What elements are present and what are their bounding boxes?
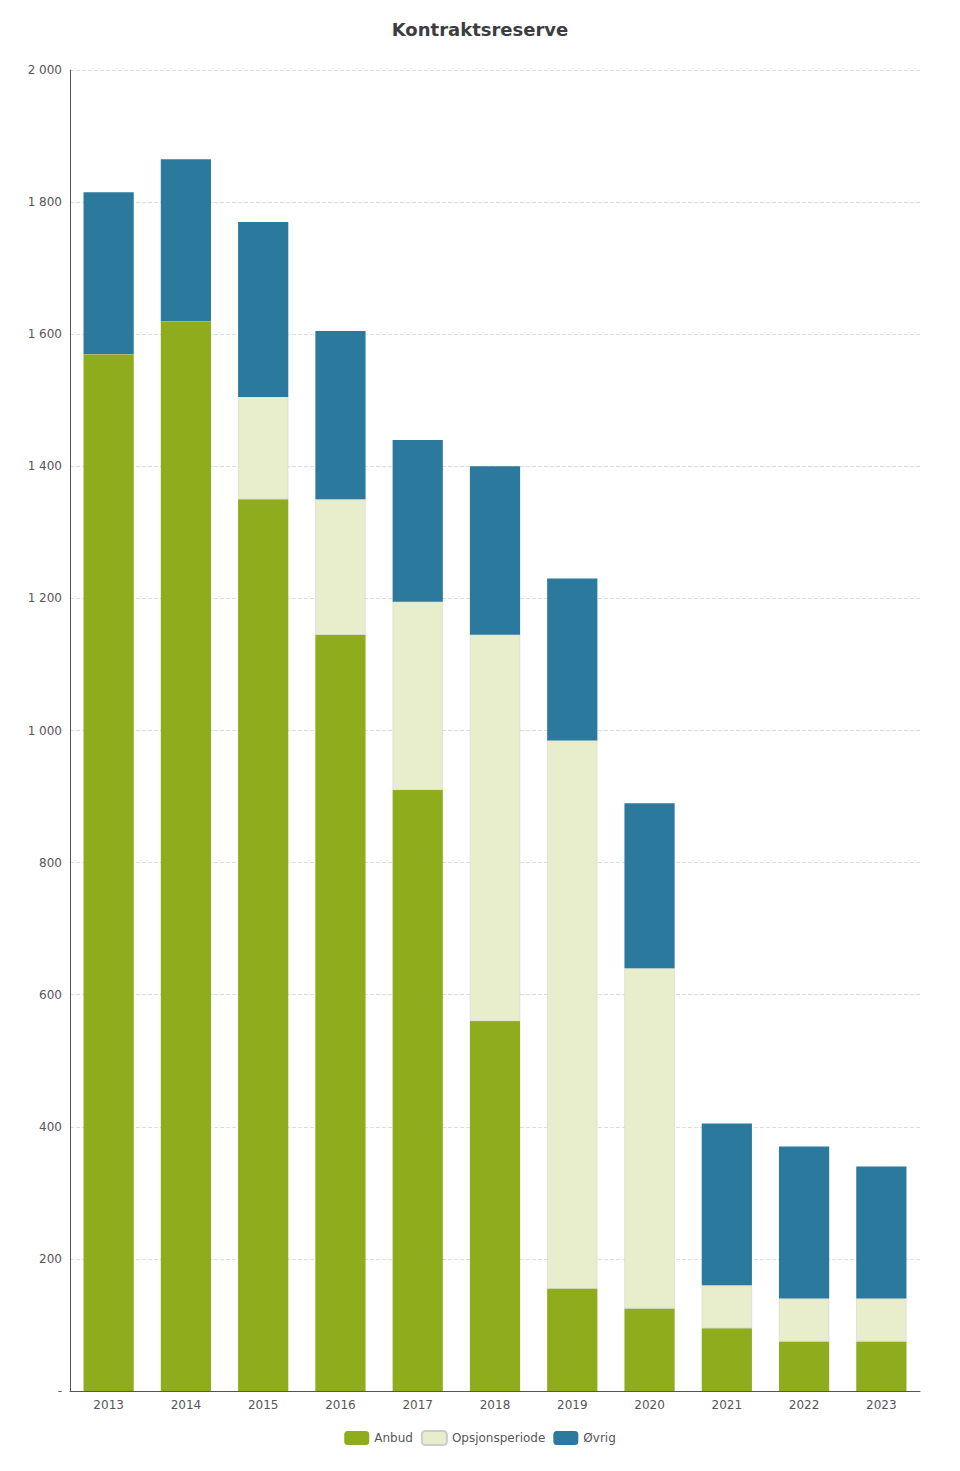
svg-text:2014: 2014 [171, 1398, 202, 1412]
svg-text:1 200: 1 200 [28, 591, 62, 605]
svg-text:2022: 2022 [789, 1398, 820, 1412]
svg-text:-: - [58, 1384, 62, 1398]
svg-text:2016: 2016 [325, 1398, 356, 1412]
svg-text:1 400: 1 400 [28, 459, 62, 473]
svg-text:600: 600 [39, 988, 62, 1002]
svg-text:2013: 2013 [93, 1398, 124, 1412]
svg-text:Anbud: Anbud [374, 1431, 413, 1445]
svg-text:1 600: 1 600 [28, 327, 62, 341]
svg-text:Opsjonsperiode: Opsjonsperiode [452, 1431, 545, 1445]
svg-text:800: 800 [39, 856, 62, 870]
svg-text:2018: 2018 [480, 1398, 511, 1412]
svg-text:2019: 2019 [557, 1398, 588, 1412]
svg-text:Kontraktsreserve: Kontraktsreserve [392, 19, 569, 40]
svg-text:1 000: 1 000 [28, 724, 62, 738]
svg-text:Øvrig: Øvrig [583, 1431, 615, 1445]
svg-text:2020: 2020 [634, 1398, 665, 1412]
svg-text:2021: 2021 [712, 1398, 743, 1412]
svg-text:1 800: 1 800 [28, 195, 62, 209]
svg-text:200: 200 [39, 1252, 62, 1266]
svg-text:400: 400 [39, 1120, 62, 1134]
svg-text:2017: 2017 [402, 1398, 433, 1412]
svg-text:2023: 2023 [866, 1398, 897, 1412]
svg-text:2015: 2015 [248, 1398, 279, 1412]
svg-text:2 000: 2 000 [28, 63, 62, 77]
